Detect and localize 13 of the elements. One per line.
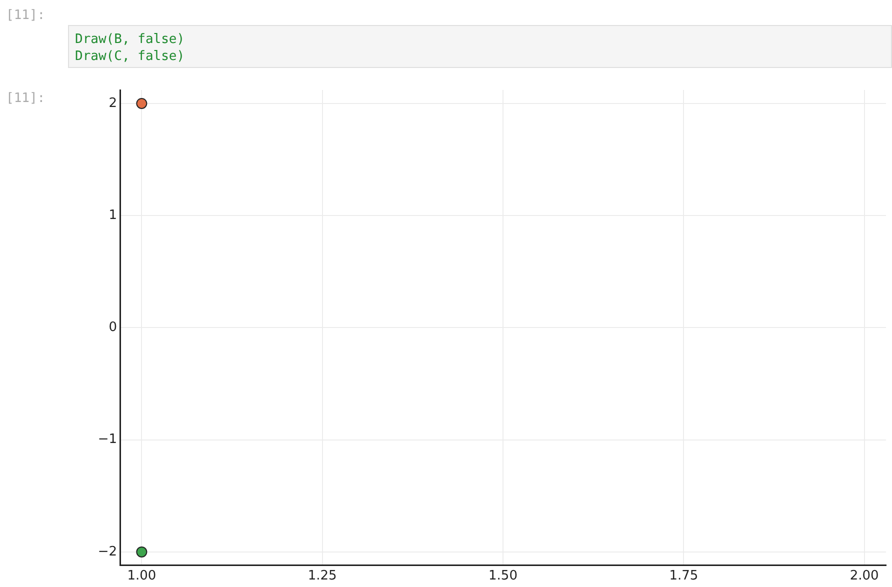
x-tick-label: 1.00 [127,568,156,584]
text: [11]: [6,91,46,106]
y-tick-label: 1 [108,208,117,223]
y-tick-label: −1 [98,432,117,448]
x-tick-label: 2.00 [850,568,879,584]
y-tick-label: −2 [98,544,117,560]
x-tick-label: 1.75 [669,568,698,584]
y-tick-label: 0 [108,320,117,336]
x-tick-label: 1.25 [308,568,337,584]
x-tick-label: 1.50 [488,568,518,584]
text: [11]: [6,8,46,23]
text: Draw(B, false) Draw(C, false) [68,25,892,68]
y-tick-label: 2 [108,96,117,111]
